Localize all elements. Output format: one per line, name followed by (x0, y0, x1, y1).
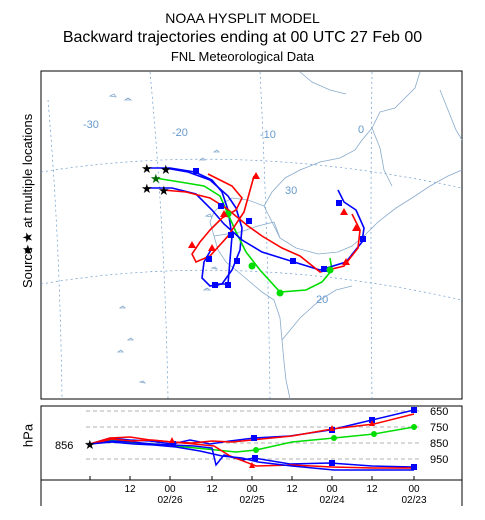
source-star-icon: ★ (141, 161, 153, 176)
time-label: 00 (408, 484, 420, 495)
profile-blue-bottom (89, 441, 414, 471)
trajectory-green (154, 177, 333, 293)
trajectory-blue-1 (147, 167, 233, 285)
time-label: 00 (164, 484, 176, 495)
meridian-line (47, 99, 63, 400)
date-label: 02/26 (157, 495, 182, 506)
profile-start-star-icon: ★ (84, 437, 96, 452)
level-label-950: 950 (430, 454, 448, 466)
time-axis-ticks (89, 476, 415, 480)
model-title: NOAA HYSPLIT MODEL (165, 10, 320, 26)
profile-red-lower (89, 438, 414, 469)
source-star-icon: ★ (150, 171, 162, 186)
source-stars: ★ ★ ★ ★ ★ (141, 161, 172, 198)
profile-blue-lower (89, 440, 415, 468)
start-level-label: 856 (55, 440, 73, 452)
trajectory-red-1 (162, 189, 361, 273)
date-label: 02/25 (239, 495, 264, 506)
parallel-line (40, 269, 463, 301)
coastlines (209, 71, 463, 400)
source-star-icon: ★ (141, 181, 153, 196)
date-label: 02/23 (401, 495, 426, 506)
level-label-650: 650 (430, 406, 448, 418)
map-trajectories (147, 167, 365, 293)
level-label-850: 850 (430, 438, 448, 450)
map-graticule (40, 71, 463, 400)
trajectory-subtitle: Backward trajectories ending at 00 UTC 2… (62, 29, 423, 46)
lon-label: 0 (358, 124, 364, 136)
parallel-line (40, 158, 463, 189)
legend-star-icon: ★ (22, 242, 34, 257)
lon-label: -30 (83, 119, 99, 131)
trajectory-blue-2 (164, 167, 243, 287)
lon-label: -20 (172, 127, 188, 139)
time-label: 12 (206, 484, 218, 495)
date-label: 02/24 (319, 495, 344, 506)
source-star-icon: ★ (160, 162, 172, 177)
lat-label: 30 (285, 185, 297, 197)
trajectory-blue-3 (147, 187, 365, 271)
meridian-line (259, 71, 271, 400)
time-label: 12 (124, 484, 136, 495)
meteorological-data-label: FNL Meteorological Data (170, 49, 315, 64)
time-label: 12 (286, 484, 298, 495)
time-label: 00 (246, 484, 258, 495)
level-label-750: 750 (430, 422, 448, 434)
lon-label: -10 (260, 129, 276, 141)
time-label: 00 (326, 484, 338, 495)
time-label: 12 (366, 484, 378, 495)
map-frame (40, 70, 463, 400)
profile-markers (169, 407, 417, 470)
meridian-line (149, 71, 169, 400)
source-star-icon: ★ (158, 183, 170, 198)
trajectory-markers (188, 168, 366, 297)
meridian-line (370, 71, 373, 400)
